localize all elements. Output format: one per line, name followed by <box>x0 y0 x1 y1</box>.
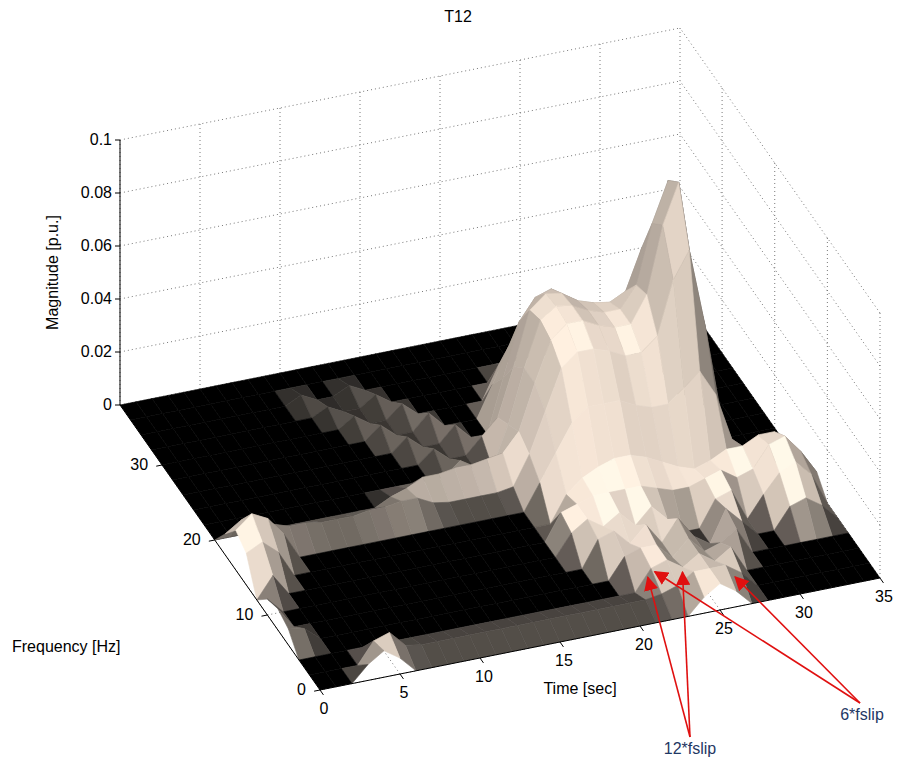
grid-line <box>680 187 880 472</box>
chart-svg: 0 5 10 15 20 25 30 35 0 10 20 30 0 0.02 0.04 0.06 0.08 0.… <box>0 0 916 762</box>
grid-line <box>880 313 881 578</box>
y-tick <box>314 690 320 691</box>
x-tick <box>560 642 563 647</box>
grid-line <box>680 134 880 419</box>
annotation-arrow <box>683 572 690 737</box>
y-tick-label: 10 <box>236 606 254 623</box>
z-tick-label: 0.1 <box>90 131 112 148</box>
z-tick-label: 0.04 <box>81 290 112 307</box>
x-tick-label: 0 <box>320 700 329 717</box>
grid-line <box>360 357 560 642</box>
grid-line <box>680 28 880 313</box>
x-tick-label: 30 <box>795 604 813 621</box>
z-tick <box>115 352 120 353</box>
grid-line <box>120 240 680 352</box>
grid-line <box>680 81 880 366</box>
surface-cell <box>357 641 384 665</box>
axes: 0 5 10 15 20 25 30 35 0 10 20 30 0 0.02 0.04 0.06 0.08 0.… <box>81 131 893 717</box>
grid-line <box>320 578 880 690</box>
grid-line <box>120 134 680 246</box>
chart-container: 0 5 10 15 20 25 30 35 0 10 20 30 0 0.02 0.04 0.06 0.08 0.… <box>0 0 916 762</box>
z-tick <box>115 193 120 194</box>
z-tick <box>115 246 120 247</box>
grid-line <box>120 405 320 690</box>
z-tick-label: 0.08 <box>81 184 112 201</box>
x-tick-label: 5 <box>400 684 409 701</box>
y-axis-line <box>120 405 320 690</box>
y-tick <box>261 615 267 616</box>
annotation-label: 12*fslip <box>664 740 717 757</box>
grid-line <box>120 81 680 193</box>
z-tick-label: 0.02 <box>81 343 112 360</box>
grid-line <box>722 88 723 353</box>
annotation-arrow <box>735 577 860 703</box>
x-tick <box>800 594 803 599</box>
grid-line <box>774 163 775 428</box>
z-tick <box>115 405 120 406</box>
grid-line <box>162 353 722 465</box>
grid-line <box>280 108 281 373</box>
annotations: 12*fslip 6*fslip <box>648 572 884 757</box>
x-tick-label: 20 <box>635 636 653 653</box>
z-axis-title: Magnitude [p.u.] <box>44 215 61 330</box>
grid-line <box>440 341 640 626</box>
z-axis-line <box>120 140 121 405</box>
x-tick-label: 35 <box>875 588 893 605</box>
grid-line <box>680 293 880 578</box>
grid-line <box>120 28 680 140</box>
z-tick <box>115 299 120 300</box>
y-axis-title: Frequency [Hz] <box>12 638 120 655</box>
z-tick-label: 0.06 <box>81 237 112 254</box>
annotation-label: 6*fslip <box>840 706 884 723</box>
chart-title: T12 <box>444 8 472 25</box>
grid-line <box>440 76 441 341</box>
x-tick <box>480 658 483 663</box>
grid-line <box>827 238 828 503</box>
y-tick-label: 30 <box>130 456 148 473</box>
y-tick-label: 0 <box>297 681 306 698</box>
grid-line <box>120 187 680 299</box>
surface-cell <box>288 629 315 660</box>
z-tick-label: 0 <box>103 396 112 413</box>
grid-line <box>280 373 480 658</box>
grid-line <box>520 60 521 325</box>
surface <box>120 180 880 690</box>
surface-cell <box>278 609 305 629</box>
grid-line <box>200 124 201 389</box>
y-tick <box>156 465 162 466</box>
annotation-arrow <box>655 572 860 703</box>
grid-line <box>600 44 601 309</box>
x-tick <box>400 674 403 679</box>
x-tick-label: 10 <box>475 668 493 685</box>
x-tick <box>640 626 643 631</box>
grid-line <box>120 140 121 405</box>
y-tick <box>209 540 215 541</box>
grid-line <box>200 389 400 674</box>
x-axis-line <box>320 578 880 690</box>
x-axis-title: Time [sec] <box>543 680 616 697</box>
x-tick-label: 25 <box>715 620 733 637</box>
grid <box>120 28 880 690</box>
grid-line <box>680 293 880 578</box>
x-tick <box>320 690 323 695</box>
y-tick-label: 20 <box>183 531 201 548</box>
x-tick-label: 15 <box>555 652 573 669</box>
x-tick <box>880 578 883 583</box>
surface-cell <box>630 525 657 549</box>
z-tick <box>115 140 120 141</box>
grid-line <box>360 92 361 357</box>
